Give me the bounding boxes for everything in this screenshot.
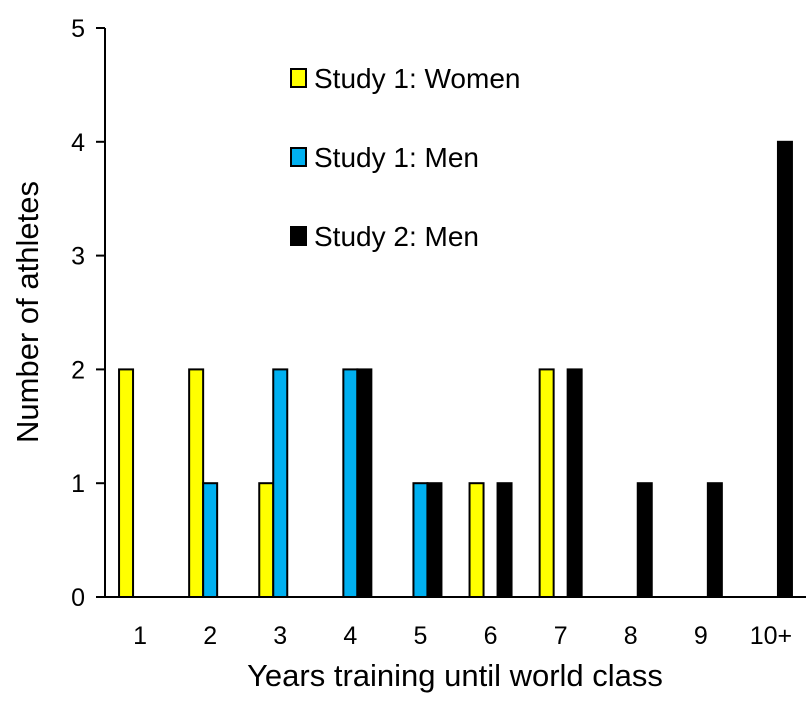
legend-swatch-study-1-women <box>290 68 307 88</box>
legend-label: Study 1: Women <box>314 63 520 94</box>
legend-label: Study 2: Men <box>314 221 479 252</box>
x-tick-label: 8 <box>624 622 638 650</box>
bar-study-1-men-4 <box>342 368 359 598</box>
y-tick-label: 3 <box>71 243 85 271</box>
bar-study-1-women-1 <box>118 368 135 598</box>
bar-study-1-men-3 <box>272 368 289 598</box>
bar-study-1-women-2 <box>188 368 205 598</box>
bar-study-2-men-4 <box>356 368 373 598</box>
bar-study-1-women-7 <box>538 368 555 598</box>
legend-swatch-study-2-men <box>290 226 307 246</box>
bar-study-2-men-10 <box>776 140 793 599</box>
x-tick-label: 5 <box>413 622 427 650</box>
y-tick-label: 0 <box>71 584 85 612</box>
x-tick-label: 4 <box>343 622 357 650</box>
y-tick-label: 2 <box>71 356 85 384</box>
legend: Study 1: Women Study 1: Men Study 2: Men <box>290 63 520 252</box>
bar-study-2-men-6 <box>496 482 513 599</box>
bars <box>118 140 793 599</box>
bar-study-2-men-5 <box>426 482 443 599</box>
bar-study-1-men-2 <box>202 482 219 599</box>
y-tick-label: 4 <box>71 129 85 157</box>
y-axis-ticks: 0 1 2 3 4 5 <box>71 15 105 612</box>
bar-study-1-women-6 <box>468 482 485 599</box>
bar-study-1-men-5 <box>412 482 429 599</box>
bar-study-1-women-3 <box>258 482 275 599</box>
bar-study-2-men-9 <box>706 482 723 599</box>
legend-swatch-study-1-men <box>290 147 307 167</box>
bar-study-2-men-8 <box>636 482 653 599</box>
x-tick-label: 2 <box>203 622 217 650</box>
x-tick-label: 3 <box>273 622 287 650</box>
x-tick-label: 1 <box>133 622 147 650</box>
x-axis-title: Years training until world class <box>247 658 663 693</box>
x-tick-label: 10+ <box>750 622 792 650</box>
x-axis-ticks: 1 2 3 4 5 6 7 8 9 10+ <box>133 622 792 650</box>
bar-study-2-men-7 <box>566 368 583 598</box>
x-tick-label: 7 <box>554 622 568 650</box>
y-tick-label: 5 <box>71 15 85 43</box>
x-tick-label: 9 <box>694 622 708 650</box>
y-axis-title: Number of athletes <box>10 181 45 443</box>
x-tick-label: 6 <box>484 622 498 650</box>
y-tick-label: 1 <box>71 470 85 498</box>
legend-label: Study 1: Men <box>314 142 479 173</box>
